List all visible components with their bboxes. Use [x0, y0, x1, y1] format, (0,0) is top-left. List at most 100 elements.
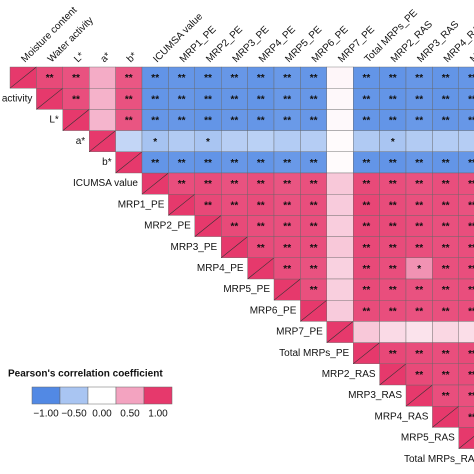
significance: ** [178, 94, 186, 105]
legend-label: 0.00 [92, 409, 112, 420]
significance: ** [310, 94, 318, 105]
diagonal-slash [141, 172, 169, 195]
diagonal-slash [458, 436, 474, 449]
significance: ** [310, 73, 318, 84]
significance: ** [283, 222, 291, 233]
significance: ** [389, 222, 397, 233]
significance: ** [389, 243, 397, 254]
significance: * [391, 137, 395, 148]
row-label: L* [49, 115, 59, 126]
legend-swatch [143, 386, 173, 405]
significance: ** [72, 94, 80, 105]
row-label: MRP4_PE [197, 263, 244, 274]
significance: ** [389, 73, 397, 84]
significance: ** [389, 285, 397, 296]
significance: ** [178, 116, 186, 127]
significance: ** [204, 73, 212, 84]
cell [405, 321, 433, 343]
cell [432, 321, 459, 343]
significance: ** [468, 370, 474, 381]
significance: ** [257, 116, 265, 127]
significance: ** [442, 158, 450, 169]
significance: ** [468, 158, 474, 169]
cell [247, 130, 275, 153]
significance: ** [442, 243, 450, 254]
diagonal-slash [62, 109, 90, 131]
significance: ** [231, 222, 239, 233]
significance: ** [415, 349, 423, 360]
row-label: MRP5_RAS [401, 433, 455, 444]
significance: ** [125, 73, 133, 84]
row-label: MRP1_PE [118, 199, 165, 210]
row-label: a* [76, 136, 86, 147]
significance: ** [442, 391, 450, 402]
significance: ** [442, 349, 450, 360]
row-label: ICUMSA value [73, 178, 138, 189]
cell [353, 321, 380, 343]
significance: ** [257, 158, 265, 169]
diagonal-slash [432, 405, 459, 428]
diagonal-slash [247, 257, 275, 280]
cell [458, 321, 474, 343]
diagonal-slash [221, 236, 248, 259]
diagonal-slash [405, 384, 433, 407]
significance: ** [283, 200, 291, 211]
cell [88, 109, 116, 131]
significance: ** [468, 412, 474, 423]
significance: ** [72, 73, 80, 84]
significance: ** [283, 179, 291, 190]
row-label: MRP5_PE [223, 284, 270, 295]
legend-swatch [31, 386, 61, 405]
cell [326, 215, 354, 237]
cell [326, 172, 354, 195]
significance: ** [442, 94, 450, 105]
significance: ** [151, 116, 159, 127]
significance: ** [415, 222, 423, 233]
row-label: MRP6_PE [250, 305, 297, 316]
significance: ** [389, 200, 397, 211]
significance: ** [310, 222, 318, 233]
significance: ** [283, 116, 291, 127]
significance: ** [415, 73, 423, 84]
column-label: b* [125, 50, 140, 65]
significance: ** [415, 116, 423, 127]
cell [326, 257, 354, 280]
cell [115, 130, 143, 153]
significance: ** [231, 73, 239, 84]
significance: ** [310, 179, 318, 190]
significance: ** [178, 158, 186, 169]
significance: ** [415, 200, 423, 211]
diagonal-slash [168, 193, 195, 216]
cell [273, 130, 301, 153]
cell [326, 66, 354, 89]
cell [405, 130, 433, 153]
significance: ** [257, 73, 265, 84]
diagonal-slash [194, 215, 222, 237]
significance: ** [363, 222, 371, 233]
significance: ** [310, 116, 318, 127]
significance: ** [389, 94, 397, 105]
significance: ** [415, 370, 423, 381]
significance: ** [389, 349, 397, 360]
significance: ** [415, 179, 423, 190]
significance: ** [125, 94, 133, 105]
significance: ** [283, 94, 291, 105]
row-label: MRP3_RAS [348, 390, 402, 401]
significance: ** [257, 222, 265, 233]
cell [326, 87, 354, 110]
diagonal-slash [36, 87, 63, 110]
significance: ** [442, 73, 450, 84]
cell [458, 406, 474, 428]
significance: ** [415, 94, 423, 105]
row-label: b* [102, 157, 112, 168]
significance: ** [204, 116, 212, 127]
significance: ** [468, 73, 474, 84]
significance: ** [283, 73, 291, 84]
significance: * [206, 137, 210, 148]
significance: ** [257, 200, 265, 211]
diagonal-slash [379, 363, 407, 386]
significance: ** [468, 349, 474, 360]
cell [432, 130, 459, 153]
significance: ** [363, 116, 371, 127]
significance: ** [389, 158, 397, 169]
